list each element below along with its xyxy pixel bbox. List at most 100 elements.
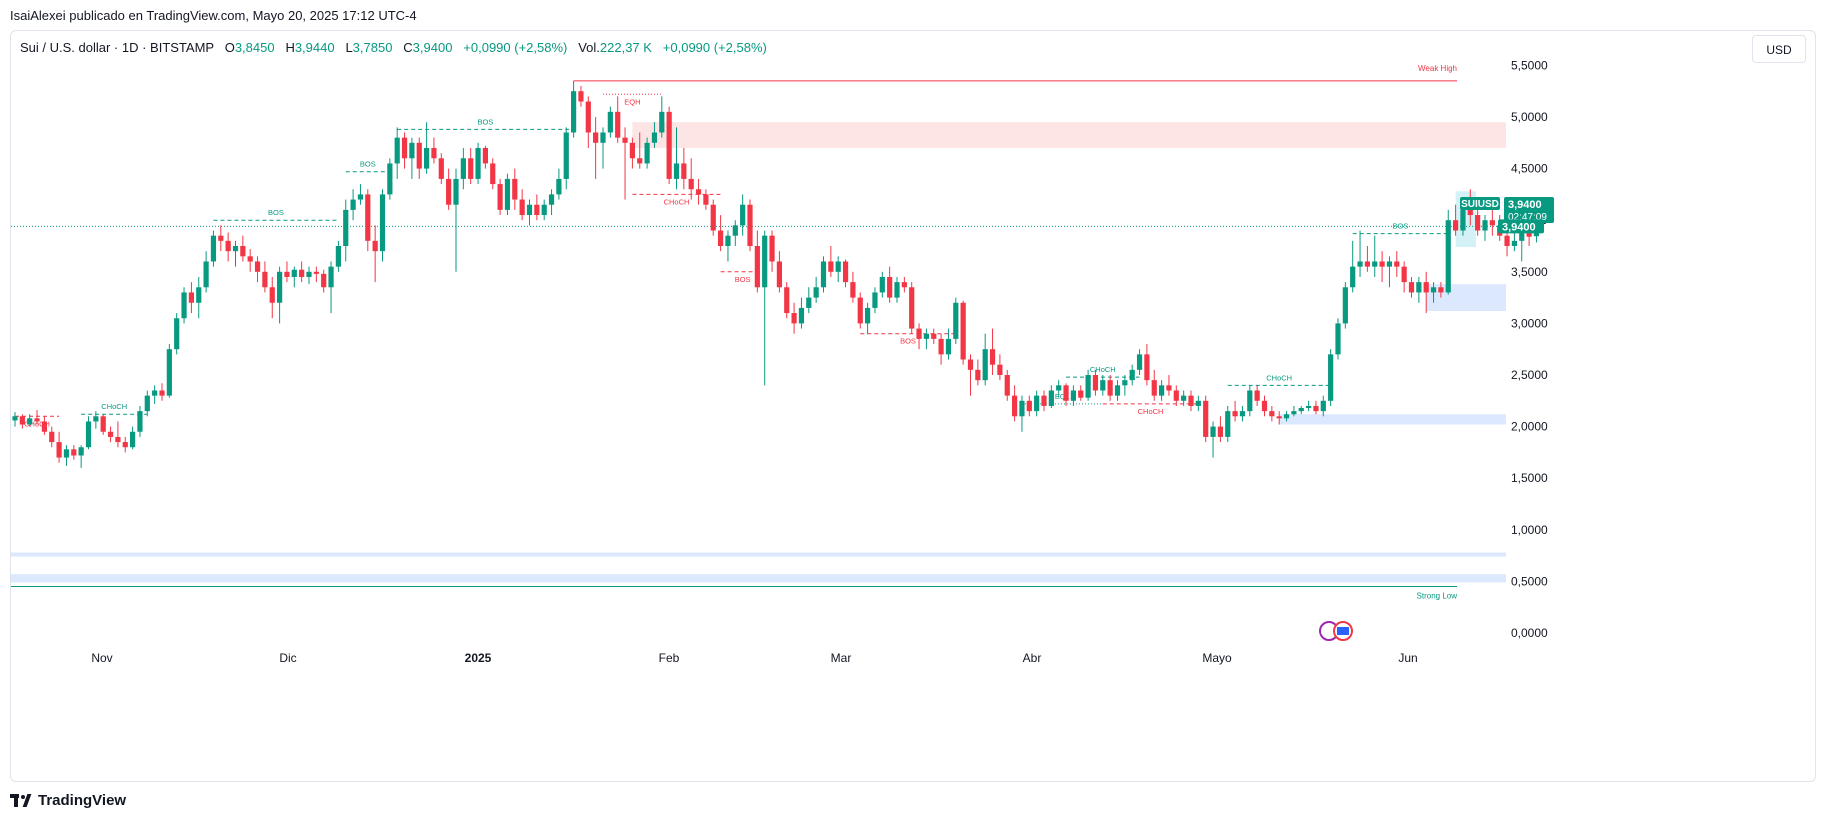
candle-body-10 (85, 421, 92, 448)
volume-change: +0,0990 (+2,58%) (662, 40, 767, 55)
zone-discount-3 (1279, 414, 1506, 425)
x-tick-label-3: Feb (659, 651, 680, 665)
candle-body-183 (1357, 261, 1363, 267)
candle-body-174 (1291, 411, 1297, 415)
zone-discount-5 (11, 574, 1506, 583)
candle-body-52 (394, 137, 400, 164)
chart-frame[interactable]: Weak High Strong Low CHoCH CHoCH BOS BOS BOS EQ… (10, 30, 1816, 782)
candle-body-1 (19, 416, 25, 425)
candle-body-181 (1342, 287, 1348, 324)
candle-body-34 (262, 271, 268, 288)
candle-body-7 (63, 449, 70, 458)
symbol-name[interactable]: Sui / U.S. dollar · 1D · BITSTAMP (20, 40, 214, 55)
candle-body-81 (607, 111, 613, 133)
volume-value: 222,37 K (599, 40, 652, 55)
candle-body-137 (1019, 400, 1025, 417)
candle-body-31 (240, 246, 246, 257)
candle-body-148 (1100, 380, 1106, 391)
candle-body-94 (703, 194, 709, 205)
candle-body-158 (1173, 390, 1179, 401)
structure-label-8: BOS (900, 337, 916, 346)
currency-button[interactable]: USD (1752, 35, 1806, 63)
candle-body-119 (887, 276, 893, 298)
candle-body-70 (526, 204, 533, 216)
candle-body-108 (806, 297, 812, 308)
tradingview-logo[interactable]: TradingView (10, 792, 126, 809)
candle-body-11 (93, 416, 99, 422)
candle-body-188 (1394, 261, 1400, 267)
candle-body-168 (1247, 390, 1253, 412)
close-label: C (403, 40, 413, 55)
candle-body-73 (548, 194, 555, 205)
candle-body-139 (1034, 395, 1040, 412)
event-flag-icon (1337, 627, 1349, 635)
candle-body-142 (1056, 385, 1062, 391)
candle-body-120 (894, 282, 900, 298)
candle-body-189 (1401, 266, 1407, 283)
candle-body-136 (1012, 395, 1018, 417)
y-tick-label-2: 4,5000 (1511, 162, 1548, 176)
candle-body-36 (277, 271, 283, 303)
candle-body-27 (210, 235, 217, 262)
candle-body-90 (673, 163, 680, 179)
candle-body-22 (174, 318, 180, 350)
candle-body-79 (593, 132, 599, 143)
candle-body-25 (196, 287, 202, 303)
structure-label-2: BOS (268, 208, 284, 217)
structure-label-7: BOS (735, 275, 751, 284)
candle-body-196 (1453, 220, 1459, 231)
candle-body-111 (828, 261, 834, 272)
candle-body-72 (541, 204, 547, 216)
candle-body-84 (629, 142, 635, 159)
candle-body-92 (688, 178, 694, 190)
symbol-tag: SUIUSD (1461, 199, 1499, 210)
candle-body-172 (1276, 416, 1282, 419)
x-tick-label-5: Abr (1023, 651, 1042, 665)
candle-body-3 (34, 418, 40, 422)
y-tick-label-5: 3,0000 (1511, 316, 1548, 330)
candle-body-169 (1254, 390, 1260, 401)
candle-body-152 (1129, 369, 1135, 381)
candle-body-185 (1372, 261, 1378, 267)
candle-body-14 (115, 436, 121, 443)
candle-body-19 (152, 390, 158, 396)
x-tick-label-4: Mar (831, 651, 852, 665)
candle-body-143 (1063, 385, 1069, 401)
candle-body-178 (1320, 400, 1326, 412)
candle-body-100 (747, 204, 753, 246)
low-value: 3,7850 (352, 40, 393, 55)
zone-discount-2 (1426, 284, 1506, 312)
candle-body-147 (1092, 375, 1099, 391)
candle-body-41 (313, 271, 319, 274)
candle-body-129 (960, 302, 966, 360)
candle-body-109 (813, 287, 819, 298)
candle-body-29 (225, 240, 231, 252)
candle-body-135 (1004, 375, 1010, 396)
structure-label-13: BOS (1393, 222, 1409, 231)
candlestick-chart[interactable]: Weak High Strong Low CHoCH CHoCH BOS BOS BOS EQ… (11, 31, 1816, 782)
candle-body-187 (1386, 261, 1393, 267)
structure-label-1: CHoCH (101, 402, 127, 411)
candle-body-126 (938, 338, 944, 355)
candle-body-58 (438, 158, 444, 179)
candle-body-95 (710, 204, 716, 231)
change-value: +0,0990 (+2,58%) (463, 40, 568, 55)
close-value: 3,9400 (412, 40, 453, 55)
candle-body-127 (945, 338, 952, 355)
candle-body-21 (166, 349, 172, 396)
candle-body-8 (71, 449, 77, 456)
candle-body-194 (1438, 287, 1444, 293)
y-tick-label-1: 5,0000 (1511, 110, 1548, 124)
x-tick-label-0: Nov (91, 651, 112, 665)
candle-body-26 (203, 261, 209, 288)
symbol-tag-bg (1460, 197, 1500, 210)
candle-body-102 (762, 235, 768, 288)
candle-body-203 (1504, 235, 1510, 246)
candle-body-67 (504, 178, 511, 210)
zone-premium-0 (632, 122, 1506, 148)
candle-body-23 (181, 292, 187, 319)
candle-body-82 (615, 111, 621, 138)
structure-label-4: BOS (477, 117, 493, 126)
candle-body-83 (622, 137, 628, 143)
candle-body-98 (732, 225, 738, 236)
